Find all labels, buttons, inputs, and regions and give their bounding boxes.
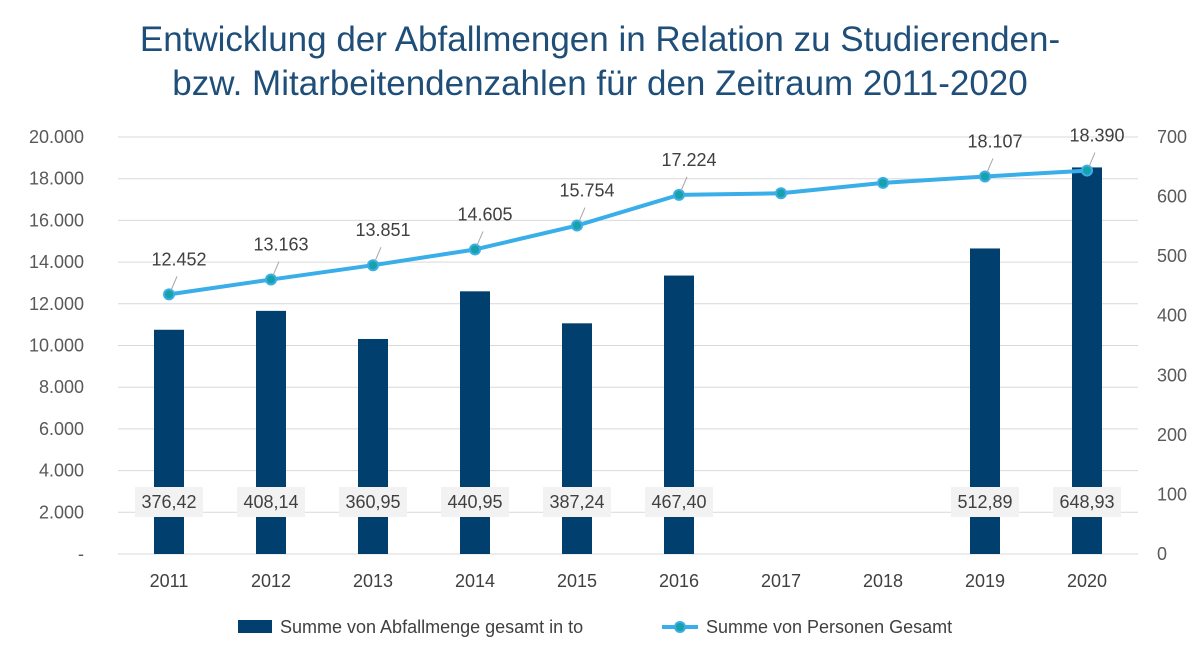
line-data-label: 13.851 — [355, 220, 410, 240]
chart-title-line-2: bzw. Mitarbeitendenzahlen für den Zeitra… — [172, 64, 1028, 103]
bar-data-label: 360,95 — [345, 492, 400, 512]
line-label-leader — [272, 261, 280, 276]
line-data-label: 17.224 — [661, 150, 716, 170]
gridlines — [118, 136, 1138, 555]
bar-data-label: 376,42 — [141, 492, 196, 512]
bar — [562, 323, 592, 554]
left-tick-label: 20.000 — [29, 127, 84, 147]
left-tick-label: 16.000 — [29, 210, 84, 230]
line-data-label: 18.390 — [1069, 126, 1124, 146]
left-tick-label: 2.000 — [39, 502, 84, 522]
bar-data-label-box — [645, 487, 713, 517]
bar-data-label-box — [237, 487, 305, 517]
left-tick-label: 10.000 — [29, 336, 84, 356]
bar-data-label-box — [135, 487, 203, 517]
right-tick-label: 200 — [1157, 425, 1187, 445]
category-tick-label: 2011 — [150, 571, 189, 591]
line-path — [167, 168, 1089, 297]
line-marker — [571, 219, 583, 232]
left-tick-label: 14.000 — [29, 252, 84, 272]
line-label-leader — [578, 207, 586, 222]
right-axis-ticks: 0 100 200 300 400 500 600 700 — [1157, 127, 1187, 564]
bar-data-label-box — [441, 487, 509, 517]
bar-data-label: 512,89 — [957, 492, 1012, 512]
left-axis-ticks: - 2.000 4.000 6.000 8.000 10.000 12.000 14.000 1… — [29, 127, 84, 564]
left-tick-label: 8.000 — [39, 377, 84, 397]
category-tick-label: 2017 — [761, 571, 801, 591]
line-data-label: 12.452 — [151, 249, 206, 269]
bar-data-label: 467,40 — [651, 492, 706, 512]
line-marker — [367, 259, 379, 272]
bar-data-label-box — [1053, 487, 1121, 517]
left-tick-label: 12.000 — [29, 294, 84, 314]
right-tick-label: 400 — [1157, 306, 1187, 326]
bar-data-label-box — [339, 487, 407, 517]
legend-line-marker — [674, 621, 686, 633]
bar — [154, 329, 184, 554]
bar-data-label: 387,24 — [549, 492, 604, 512]
line-marker — [775, 187, 787, 200]
line-marker — [163, 288, 175, 301]
chart-title-line-1: Entwicklung der Abfallmengen in Relation… — [139, 20, 1061, 59]
left-tick-label: 6.000 — [39, 419, 84, 439]
line-label-leader — [476, 231, 484, 246]
category-tick-label: 2015 — [557, 571, 597, 591]
line-marker — [673, 188, 685, 201]
right-tick-label: 300 — [1157, 365, 1187, 385]
bar — [358, 338, 388, 554]
right-tick-label: 500 — [1157, 246, 1187, 266]
right-tick-label: 600 — [1157, 187, 1187, 207]
right-tick-label: 100 — [1157, 484, 1187, 504]
line-data-label: 14.605 — [457, 204, 512, 224]
category-tick-label: 2020 — [1067, 571, 1107, 591]
category-tick-label: 2019 — [965, 571, 1005, 591]
left-tick-label: - — [78, 544, 84, 564]
legend-bar-label: Summe von Abfallmenge gesamt in to — [280, 617, 583, 637]
line-label-leader — [170, 276, 178, 291]
bar-data-label: 648,93 — [1059, 492, 1114, 512]
line-data-labels: 12.452 13.163 13.851 14.605 15.754 17.224 18.1… — [151, 126, 1125, 291]
line-series — [163, 164, 1093, 301]
bar-data-labels: 376,42 408,14 360,95 440,95 387,24 467,40 512,… — [135, 487, 1121, 517]
line-marker — [469, 243, 481, 256]
line-data-label: 18.107 — [967, 131, 1022, 151]
left-tick-label: 18.000 — [29, 169, 84, 189]
bar-data-label-box — [951, 487, 1019, 517]
bar — [256, 310, 286, 554]
line-data-label: 13.163 — [253, 235, 308, 255]
bar-data-label: 440,95 — [447, 492, 502, 512]
right-tick-label: 0 — [1157, 544, 1167, 564]
line-label-leader — [374, 247, 382, 262]
legend-bar-swatch — [238, 620, 272, 633]
bar-data-label-box — [543, 487, 611, 517]
bar-data-label: 408,14 — [243, 492, 298, 512]
line-label-leader — [986, 158, 994, 173]
category-tick-label: 2018 — [863, 571, 903, 591]
legend: Summe von Abfallmenge gesamt in to Summe … — [238, 617, 952, 637]
right-tick-label: 700 — [1157, 127, 1187, 147]
left-tick-label: 4.000 — [39, 461, 84, 481]
legend-line-label: Summe von Personen Gesamt — [706, 617, 952, 637]
line-label-leader — [1088, 152, 1096, 167]
category-tick-label: 2016 — [659, 571, 699, 591]
line-marker — [1081, 164, 1093, 177]
line-marker — [265, 273, 277, 286]
chart-title: Entwicklung der Abfallmengen in Relation… — [0, 18, 1200, 106]
category-tick-label: 2014 — [455, 571, 495, 591]
line-label-leader — [680, 176, 688, 192]
category-axis-ticks: 2011 2012 2013 2014 2015 2016 2017 2018 2019 2020 — [150, 571, 1107, 591]
category-tick-label: 2013 — [353, 571, 393, 591]
line-marker — [979, 170, 991, 183]
category-tick-label: 2012 — [251, 571, 291, 591]
line-marker — [877, 176, 889, 189]
line-data-label: 15.754 — [559, 181, 614, 201]
